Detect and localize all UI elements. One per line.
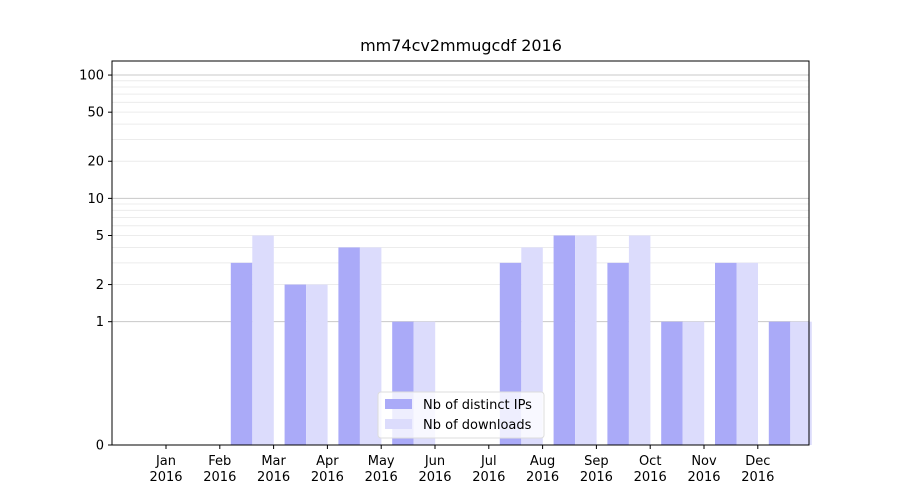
bar — [575, 235, 597, 445]
bar — [736, 262, 758, 445]
legend-label: Nb of distinct IPs — [423, 398, 532, 413]
x-tick-label: Jul 2016 — [472, 454, 505, 485]
y-axis: 0 1 2 5 10 20 50 100 — [79, 69, 112, 454]
bar — [553, 235, 576, 445]
plot-frame — [111, 60, 810, 446]
y-tick-label: 2 — [96, 278, 104, 293]
bar — [338, 247, 360, 445]
legend-swatch — [385, 399, 412, 409]
bar — [306, 284, 328, 445]
x-tick-label: Oct 2016 — [634, 454, 667, 485]
chart-title: mm74cv2mmugcdf 2016 — [360, 36, 562, 55]
bar — [607, 262, 629, 445]
x-tick-label: May 2016 — [365, 454, 398, 485]
x-tick-label: Mar 2016 — [257, 454, 290, 485]
bars — [230, 235, 812, 445]
bar — [661, 321, 683, 445]
legend-swatch — [385, 419, 412, 429]
y-tick-label: 100 — [79, 69, 104, 84]
x-tick-label: Aug 2016 — [526, 454, 559, 485]
y-tick-label: 5 — [96, 229, 104, 244]
x-tick-label: Feb 2016 — [203, 454, 236, 485]
legend-box — [377, 391, 545, 439]
bar — [768, 321, 791, 445]
bar — [628, 235, 651, 445]
bar — [359, 247, 382, 445]
x-tick-label: Apr 2016 — [311, 454, 344, 485]
bar — [790, 321, 812, 445]
y-tick-label: 20 — [87, 155, 104, 170]
legend: Nb of distinct IPs Nb of downloads — [377, 391, 545, 439]
x-tick-label: Jan 2016 — [149, 454, 182, 485]
x-axis: Jan 2016 Feb 2016 Mar 2016 Apr 2016 May 2016 Jun 20… — [149, 445, 774, 485]
y-tick-label: 1 — [96, 315, 104, 330]
y-tick-label: 50 — [87, 106, 104, 121]
bar — [682, 321, 705, 445]
y-tick-label: 0 — [96, 439, 104, 454]
bar — [252, 235, 274, 445]
legend-label: Nb of downloads — [423, 418, 532, 433]
grid — [112, 74, 809, 323]
x-tick-label: Jun 2016 — [418, 454, 451, 485]
x-tick-label: Nov 2016 — [687, 454, 720, 485]
bar — [715, 262, 737, 445]
y-tick-label: 10 — [87, 192, 104, 207]
x-tick-label: Dec 2016 — [741, 454, 774, 485]
x-tick-label: Sep 2016 — [580, 454, 613, 485]
bar — [284, 284, 307, 445]
bar — [230, 262, 253, 445]
